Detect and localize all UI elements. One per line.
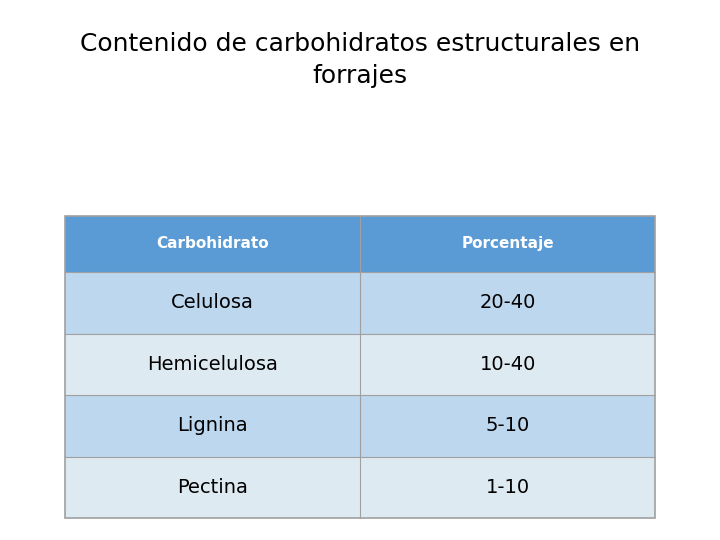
- Text: Porcentaje: Porcentaje: [462, 237, 554, 252]
- FancyBboxPatch shape: [65, 334, 360, 395]
- Text: 1-10: 1-10: [485, 478, 530, 497]
- Text: Carbohidrato: Carbohidrato: [156, 237, 269, 252]
- Text: 5-10: 5-10: [485, 416, 530, 435]
- FancyBboxPatch shape: [65, 216, 360, 272]
- FancyBboxPatch shape: [360, 457, 655, 518]
- Text: Lignina: Lignina: [177, 416, 248, 435]
- FancyBboxPatch shape: [360, 216, 655, 272]
- FancyBboxPatch shape: [65, 272, 360, 334]
- FancyBboxPatch shape: [360, 334, 655, 395]
- Text: Pectina: Pectina: [177, 478, 248, 497]
- Text: Hemicelulosa: Hemicelulosa: [147, 355, 278, 374]
- Text: Contenido de carbohidratos estructurales en
forrajes: Contenido de carbohidratos estructurales…: [80, 32, 640, 88]
- FancyBboxPatch shape: [360, 395, 655, 457]
- Text: 10-40: 10-40: [480, 355, 536, 374]
- FancyBboxPatch shape: [65, 395, 360, 457]
- Text: 20-40: 20-40: [480, 293, 536, 312]
- FancyBboxPatch shape: [360, 272, 655, 334]
- Text: Celulosa: Celulosa: [171, 293, 254, 312]
- FancyBboxPatch shape: [65, 457, 360, 518]
